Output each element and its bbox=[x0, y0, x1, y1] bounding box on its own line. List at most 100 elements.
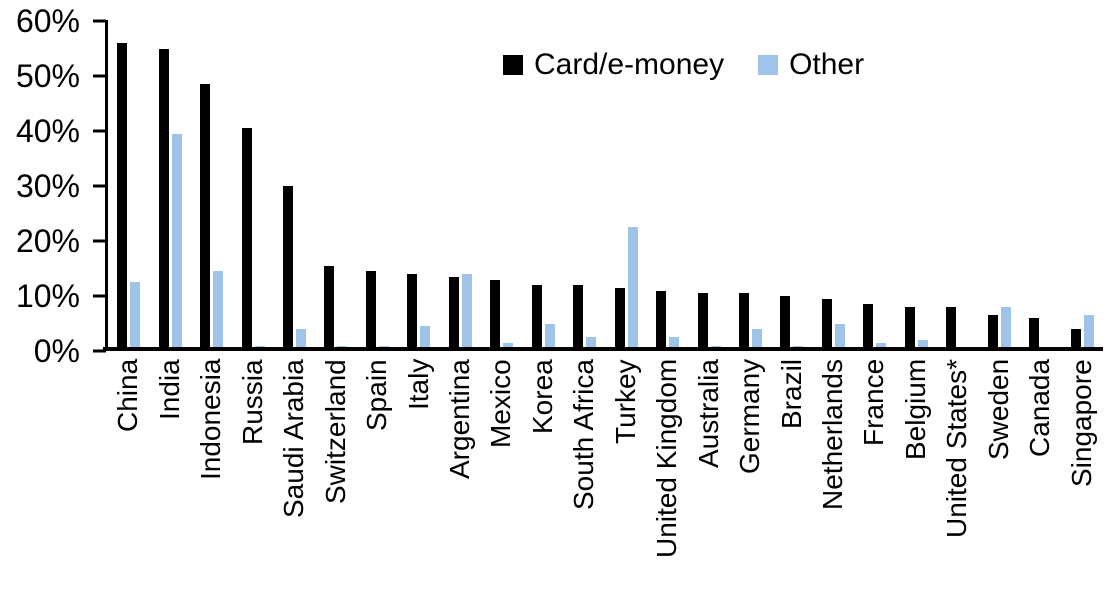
bar-card bbox=[241, 128, 252, 351]
x-axis-label: Switzerland bbox=[319, 359, 351, 504]
bar-other bbox=[669, 337, 680, 351]
x-label-cell: United Kingdom bbox=[647, 359, 688, 594]
bar-group bbox=[191, 21, 232, 351]
bar-card bbox=[365, 271, 376, 351]
x-axis-label: Russia bbox=[236, 359, 268, 445]
x-label-cell: Brazil bbox=[771, 359, 812, 594]
x-axis-label: Saudi Arabia bbox=[278, 359, 310, 518]
bar-card bbox=[490, 279, 501, 351]
x-axis-labels: China India Indonesia Russia Saudi Arabia Swi… bbox=[108, 359, 1103, 594]
x-label-cell: France bbox=[854, 359, 895, 594]
bar-other bbox=[917, 340, 928, 351]
bar-group bbox=[688, 21, 729, 351]
y-tick-label: 10% bbox=[15, 278, 80, 314]
y-tick-mark bbox=[93, 74, 106, 78]
bar-other bbox=[752, 329, 763, 351]
x-axis-label: Netherlands bbox=[817, 359, 849, 510]
x-label-cell: Saudi Arabia bbox=[274, 359, 315, 594]
bar-card bbox=[117, 43, 128, 351]
legend: Card/e-money Other bbox=[503, 50, 864, 80]
bar-card bbox=[283, 186, 294, 351]
bar-group bbox=[647, 21, 688, 351]
bar-group bbox=[937, 21, 978, 351]
bar-other bbox=[586, 337, 597, 351]
y-tick-mark bbox=[93, 349, 106, 353]
y-tick-mark bbox=[93, 184, 106, 188]
bar-other bbox=[213, 271, 224, 351]
x-axis-label: India bbox=[153, 359, 185, 420]
bar-group bbox=[315, 21, 356, 351]
bar-card bbox=[1070, 329, 1081, 351]
bar-other bbox=[544, 323, 555, 351]
bar-card bbox=[821, 298, 832, 351]
bar-other bbox=[834, 323, 845, 351]
bar-group bbox=[108, 21, 149, 351]
legend-item-other: Other bbox=[758, 50, 864, 80]
bar-group bbox=[896, 21, 937, 351]
x-axis-label: Indonesia bbox=[195, 359, 227, 481]
x-axis-label: France bbox=[858, 359, 890, 447]
x-label-cell: Australia bbox=[688, 359, 729, 594]
bar-group bbox=[398, 21, 439, 351]
x-axis-label: Italy bbox=[402, 359, 434, 411]
legend-label-other: Other bbox=[789, 48, 865, 81]
bar-group bbox=[1020, 21, 1061, 351]
legend-label-card: Card/e-money bbox=[534, 48, 725, 81]
x-axis-label: United States* bbox=[941, 359, 973, 538]
bar-other bbox=[461, 274, 472, 351]
other-swatch-icon bbox=[758, 55, 779, 75]
x-label-cell: Argentina bbox=[440, 359, 481, 594]
x-axis-label: Brazil bbox=[775, 359, 807, 430]
bar-card bbox=[531, 285, 542, 351]
bar-other bbox=[503, 342, 514, 351]
x-label-cell: Sweden bbox=[979, 359, 1020, 594]
bar-other bbox=[1000, 307, 1011, 351]
bar-card bbox=[904, 307, 915, 351]
y-axis-labels: 0% 10% 20% 30% 40% 50% 60% bbox=[0, 0, 80, 370]
legend-item-card: Card/e-money bbox=[503, 50, 724, 80]
bar-card bbox=[448, 276, 459, 351]
y-tick-label: 30% bbox=[15, 168, 80, 204]
x-axis-label: Mexico bbox=[485, 359, 517, 448]
x-label-cell: Italy bbox=[398, 359, 439, 594]
bar-card bbox=[158, 48, 169, 351]
bar-group bbox=[730, 21, 771, 351]
x-axis-label: Australia bbox=[692, 359, 724, 468]
bar-card bbox=[863, 304, 874, 351]
x-axis-label: Singapore bbox=[1065, 359, 1097, 487]
bar-other bbox=[420, 326, 431, 351]
bar-card bbox=[987, 315, 998, 351]
bar-group bbox=[523, 21, 564, 351]
x-axis-line bbox=[103, 347, 1103, 351]
x-axis-label: Canada bbox=[1024, 359, 1056, 458]
bar-group bbox=[149, 21, 190, 351]
x-axis-label: Belgium bbox=[899, 359, 931, 461]
y-tick-label: 50% bbox=[15, 58, 80, 94]
y-tick-mark bbox=[93, 129, 106, 133]
bar-other bbox=[876, 342, 887, 351]
y-axis-line bbox=[105, 20, 108, 351]
bar-card bbox=[656, 290, 667, 351]
x-label-cell: Canada bbox=[1020, 359, 1061, 594]
bar-group bbox=[605, 21, 646, 351]
bar-card bbox=[946, 307, 957, 351]
x-label-cell: Indonesia bbox=[191, 359, 232, 594]
y-tick-label: 40% bbox=[15, 113, 80, 149]
x-axis-label: Korea bbox=[526, 359, 558, 434]
bar-group bbox=[1061, 21, 1102, 351]
bar-card bbox=[739, 293, 750, 351]
bar-card bbox=[780, 296, 791, 351]
x-axis-label: Turkey bbox=[609, 359, 641, 444]
x-label-cell: Russia bbox=[232, 359, 273, 594]
x-label-cell: Korea bbox=[523, 359, 564, 594]
bar-group bbox=[854, 21, 895, 351]
bar-group bbox=[274, 21, 315, 351]
x-axis-label: Germany bbox=[734, 359, 766, 475]
bar-card bbox=[573, 285, 584, 351]
x-label-cell: Belgium bbox=[896, 359, 937, 594]
card-swatch-icon bbox=[503, 55, 523, 75]
bar-group bbox=[481, 21, 522, 351]
bar-group bbox=[813, 21, 854, 351]
y-tick-label: 0% bbox=[33, 333, 80, 369]
